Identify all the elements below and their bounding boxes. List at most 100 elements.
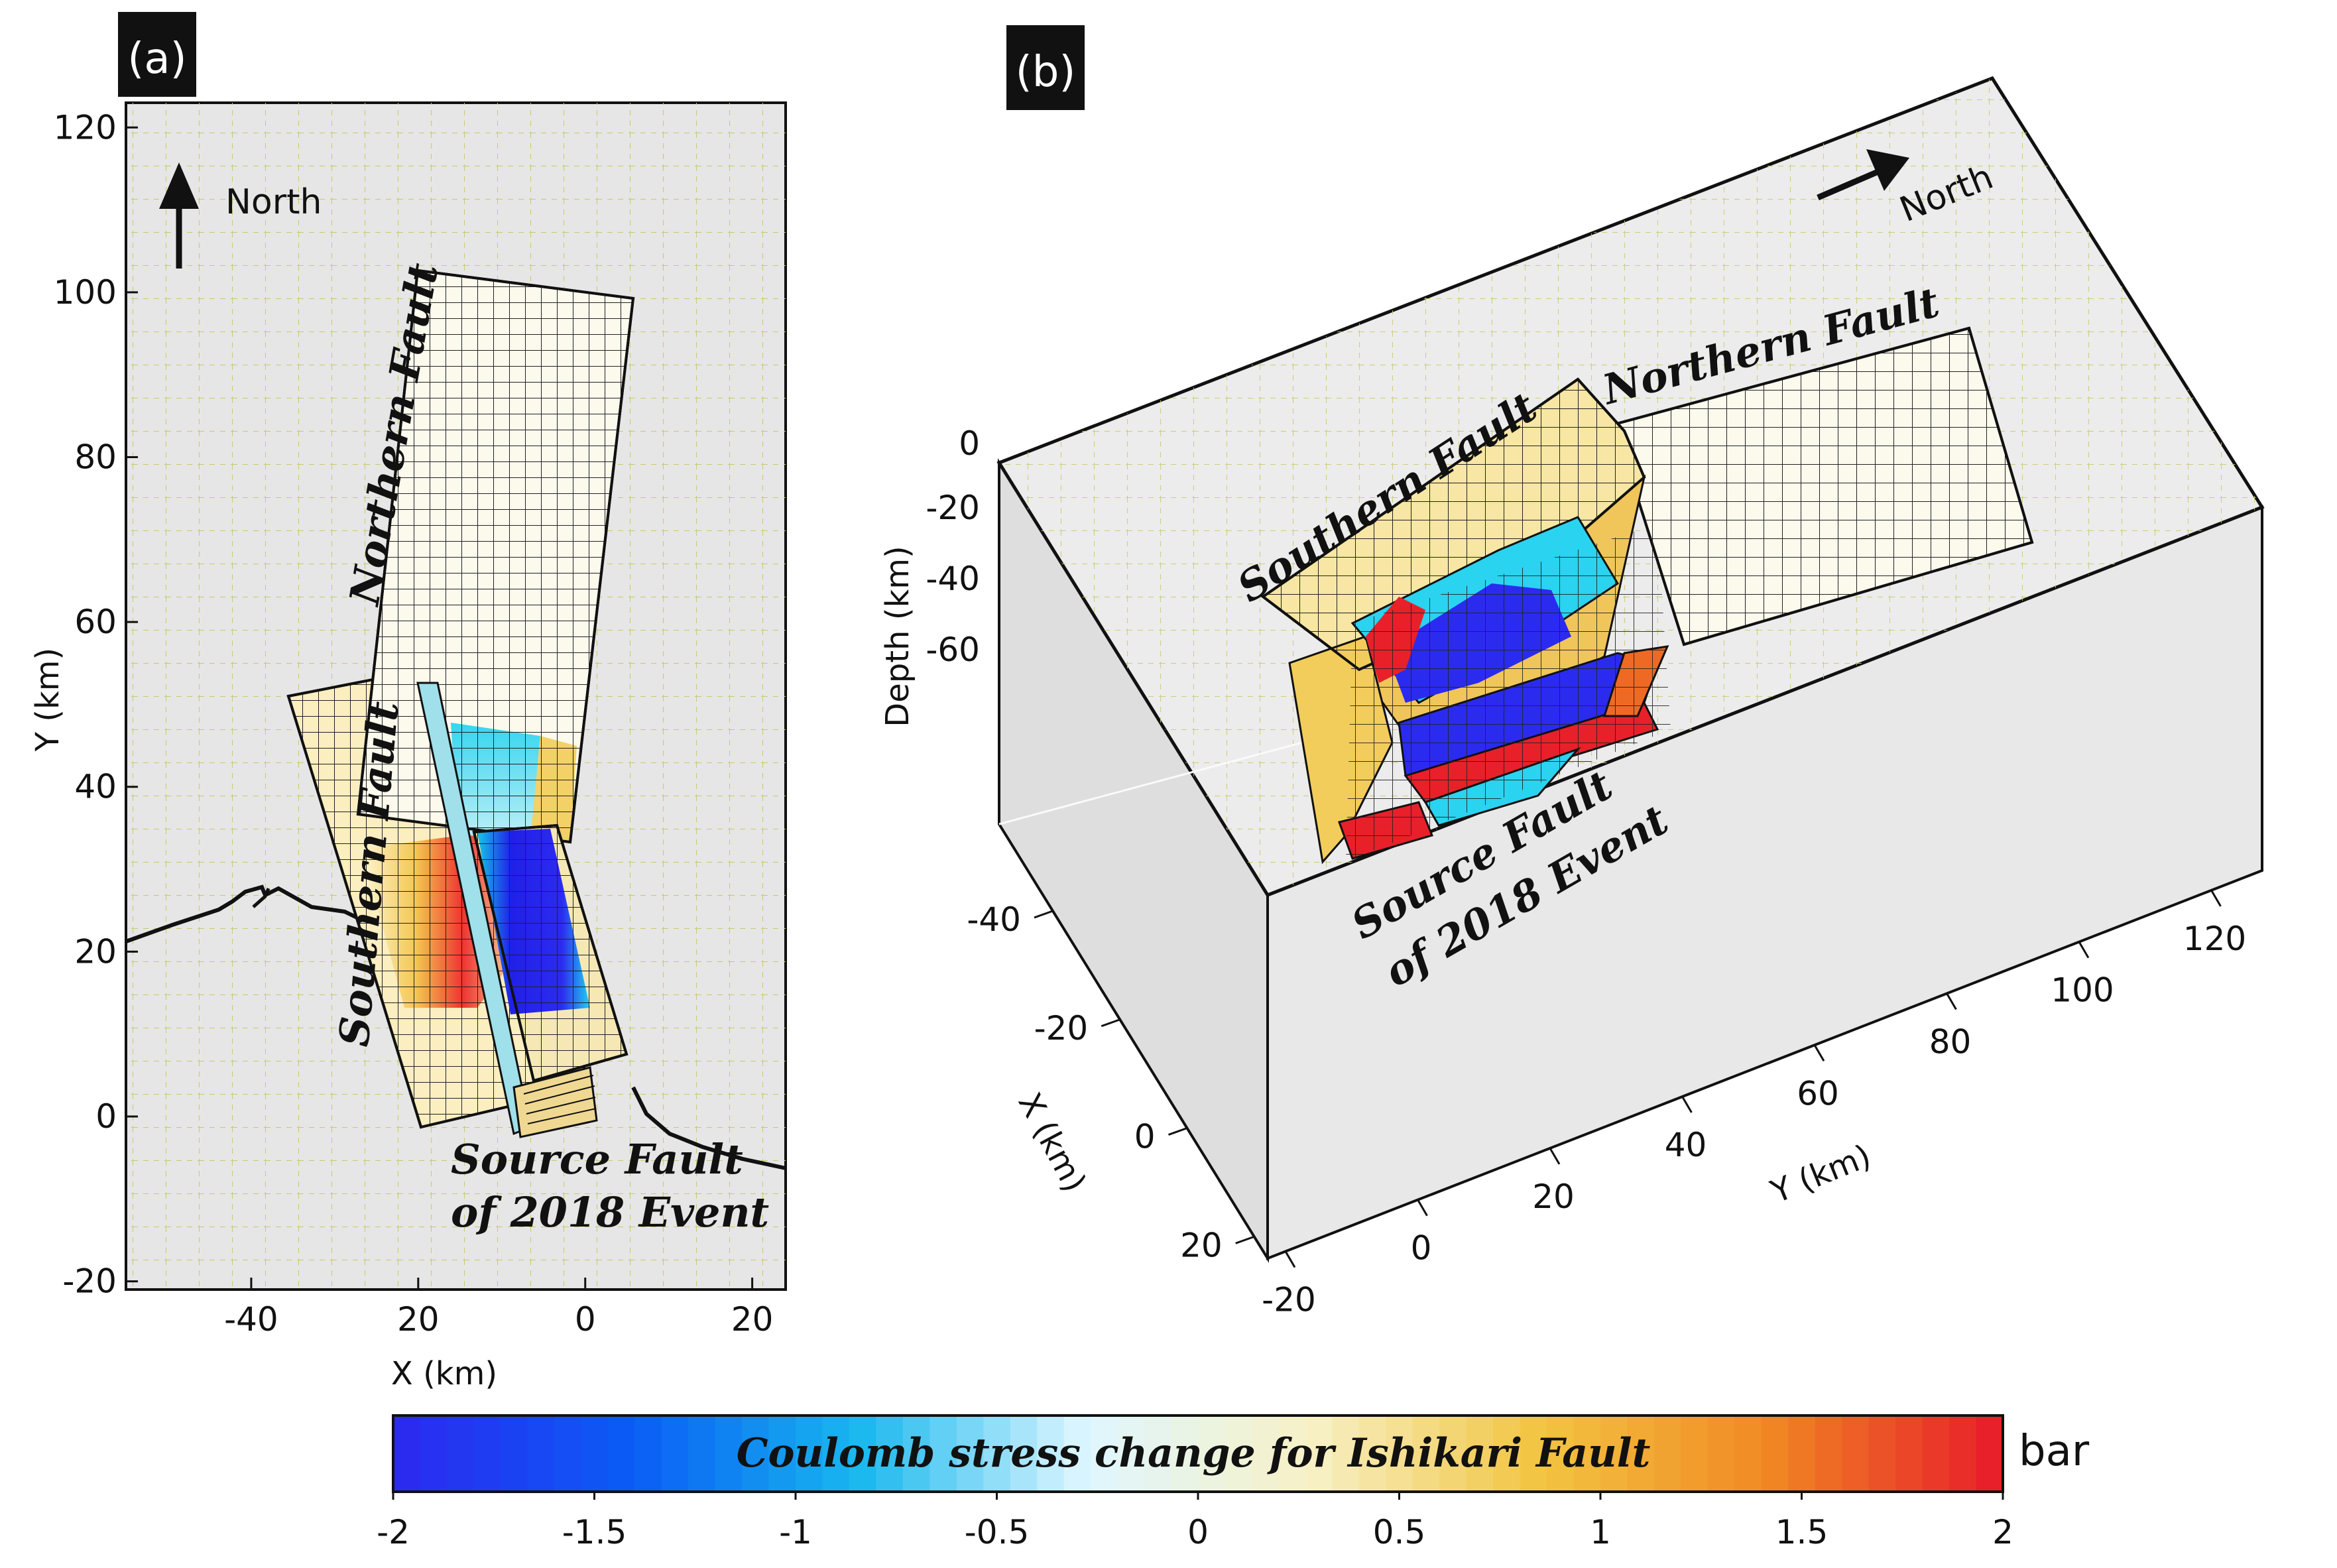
b-ytick-mark [1284, 1250, 1296, 1268]
panel-b-xlabel: X (km) [1010, 1087, 1093, 1198]
a-xtick-label: -40 [224, 1300, 278, 1339]
b-ytick-mark [1681, 1096, 1693, 1113]
colorbar-cell [1895, 1416, 1923, 1492]
colorbar-cell [715, 1416, 743, 1492]
panel-b-tag: (b) [1016, 48, 1076, 97]
panel-a-ylabel: Y (km) [29, 648, 66, 753]
b-ztick-label: -20 [926, 489, 980, 527]
b-xtick-mark [1168, 1127, 1188, 1136]
colorbar-cell [1010, 1416, 1038, 1492]
north-label-a: North [225, 182, 322, 222]
colorbar-cell [876, 1416, 904, 1492]
panel-a-tag: (a) [127, 34, 186, 84]
colorbar-cell [1734, 1416, 1762, 1492]
colorbar-cell [1091, 1416, 1118, 1492]
b-ytick-label: 40 [1665, 1126, 1707, 1164]
b-ytick-mark [2210, 890, 2222, 907]
coastline-east [631, 1086, 786, 1170]
colorbar-cell [796, 1416, 823, 1492]
panel-b-zticks: 0 -20 -40 -60 [926, 424, 980, 669]
colorbar-cell [1842, 1416, 1870, 1492]
b-ytick-label: 100 [2051, 971, 2114, 1010]
source-fault-label-a-line2: of 2018 Event [451, 1188, 770, 1236]
colorbar-cell [420, 1416, 448, 1492]
colorbar-cell [822, 1416, 850, 1492]
a-ytick-label: -20 [62, 1262, 117, 1301]
panel-a-xlabel: X (km) [391, 1355, 497, 1392]
panel-a-yticks: -20 0 20 40 60 80 100 120 [54, 108, 138, 1301]
colorbar-cell [1681, 1416, 1708, 1492]
coastline-west [125, 884, 383, 943]
colorbar-cell [1520, 1416, 1548, 1492]
colorbar-cell [1922, 1416, 1950, 1492]
a-ytick-label: 20 [74, 932, 117, 971]
panel-a-tag-bg [118, 12, 196, 97]
colorbar-cell [1949, 1416, 1977, 1492]
colorbar-cell [1225, 1416, 1252, 1492]
b-xtick-label: 20 [1180, 1226, 1223, 1264]
panel-a: (a) [29, 12, 787, 1392]
b-ztick-label: 0 [959, 424, 980, 463]
colorbar-cell [473, 1416, 501, 1492]
b-ytick-mark [1549, 1148, 1561, 1165]
colorbar-cell [661, 1416, 689, 1492]
colorbar-cell [983, 1416, 1011, 1492]
b-ytick-label: 60 [1797, 1074, 1839, 1113]
colorbar-cell [1117, 1416, 1146, 1492]
north-arrow-b [1817, 149, 1909, 201]
colorbar-cell [607, 1416, 636, 1492]
b-xtick-mark [1235, 1235, 1255, 1244]
colorbar-cell [1332, 1416, 1360, 1492]
b-xtick-label: -20 [1034, 1009, 1089, 1048]
colorbar-cell [1278, 1416, 1306, 1492]
colorbar-cell [1251, 1416, 1280, 1492]
colorbar-cell [742, 1416, 770, 1492]
b-xtick-label: -40 [967, 900, 1021, 939]
cb-tick-label: 1.5 [1775, 1513, 1828, 1551]
colorbar-cell [1037, 1416, 1065, 1492]
colorbar-cell [1976, 1416, 2004, 1492]
a-ytick-label: 120 [54, 108, 117, 147]
colorbar-cell [1600, 1416, 1628, 1492]
panel-b: (b) [879, 25, 2265, 1319]
a-xtick-label: 20 [731, 1300, 774, 1339]
b-ytick-label: 20 [1532, 1177, 1575, 1216]
colorbar-cell [1547, 1416, 1575, 1492]
colorbar-cell [1815, 1416, 1843, 1492]
colorbar-title: Coulomb stress change for Ishikari Fault [737, 1430, 1651, 1477]
panel-b-zlabel: Depth (km) [879, 546, 916, 727]
panel-b-xticks: -40 -20 0 20 [967, 900, 1255, 1264]
a-xtick-label: 20 [397, 1300, 440, 1339]
colorbar-cell [500, 1416, 528, 1492]
b-ytick-mark [1946, 993, 1957, 1010]
panel-a-xticks: -40 20 0 20 [224, 1278, 773, 1339]
colorbar-cell [956, 1416, 985, 1492]
colorbar-cell [1761, 1416, 1789, 1492]
cb-tick-label: 0 [1187, 1513, 1209, 1551]
colorbar-cell [1198, 1416, 1226, 1492]
a-ytick-label: 40 [74, 768, 117, 806]
colorbar-ticks: -2 -1.5 -1 -0.5 0 0.5 1 1.5 2 [377, 1492, 2013, 1551]
colorbar-cell [902, 1416, 931, 1492]
b-ytick-mark [1813, 1044, 1825, 1062]
b-ytick-label: 120 [2183, 920, 2246, 958]
b-xtick-mark [1034, 910, 1053, 919]
colorbar-cell [1063, 1416, 1092, 1492]
colorbar-cell [1386, 1416, 1413, 1492]
colorbar-cell [1171, 1416, 1199, 1492]
a-ytick-label: 0 [95, 1097, 117, 1136]
a-ytick-label: 60 [74, 603, 117, 641]
colorbar-cell [1412, 1416, 1441, 1492]
cb-tick-label: -1 [779, 1513, 812, 1551]
colorbar-cell [393, 1416, 421, 1492]
colorbar-cell [1868, 1416, 1897, 1492]
cb-tick-label: -2 [377, 1513, 410, 1551]
b-ztick-label: -60 [926, 631, 980, 669]
colorbar-cell [1358, 1416, 1387, 1492]
colorbar-cell [929, 1416, 957, 1492]
colorbar-cell [688, 1416, 716, 1492]
b-ytick-mark [1417, 1199, 1428, 1217]
cb-tick-label: 1 [1590, 1513, 1611, 1551]
colorbar-cell [1439, 1416, 1467, 1492]
cb-tick-label: 0.5 [1373, 1513, 1426, 1551]
